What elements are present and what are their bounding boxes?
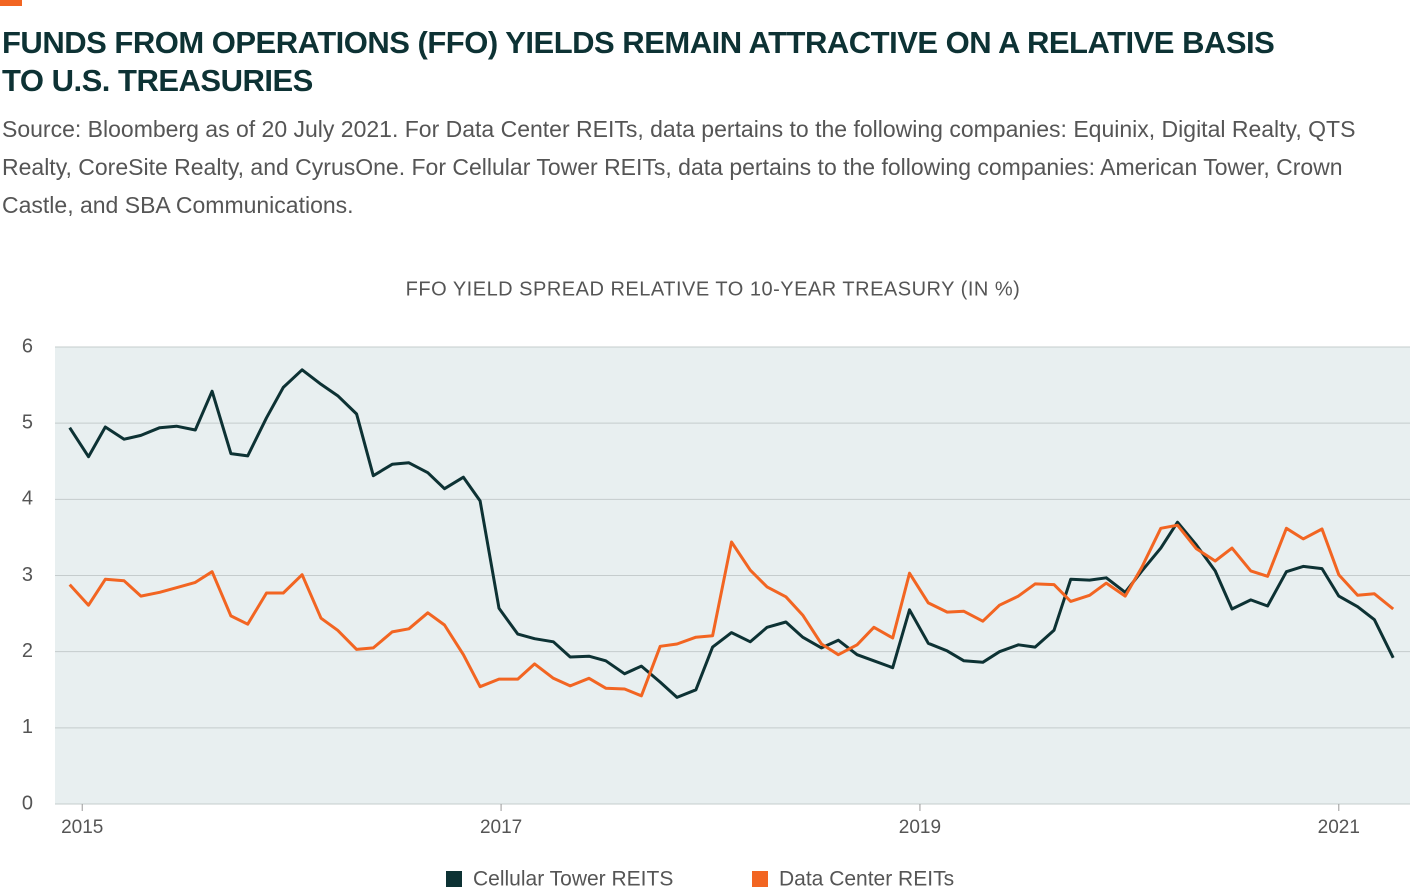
- y-tick-label: 1: [22, 716, 33, 738]
- accent-bar: [0, 0, 22, 6]
- x-tick-label: 2021: [1318, 817, 1360, 838]
- y-tick-label: 4: [22, 488, 33, 510]
- y-tick-label: 3: [22, 564, 33, 586]
- legend-label: Data Center REITs: [779, 868, 954, 891]
- title: FUNDS FROM OPERATIONS (FFO) YIELDS REMAI…: [2, 25, 1275, 98]
- y-tick-label: 0: [22, 792, 33, 814]
- x-tick-label: 2017: [480, 817, 522, 838]
- y-tick-label: 5: [22, 411, 33, 433]
- subtitle: Source: Bloomberg as of 20 July 2021. Fo…: [2, 116, 1356, 218]
- legend-label: Cellular Tower REITS: [473, 868, 673, 891]
- legend-swatch: [446, 871, 462, 887]
- y-tick-label: 2: [22, 640, 33, 662]
- legend-swatch: [752, 871, 768, 887]
- y-tick-label: 6: [22, 335, 33, 357]
- x-tick-label: 2019: [899, 817, 941, 838]
- series-line: [68, 523, 1395, 698]
- x-tick-label: 2015: [61, 817, 103, 838]
- series-line: [68, 368, 1395, 699]
- chart-title: FFO YIELD SPREAD RELATIVE TO 10-YEAR TRE…: [406, 278, 1021, 300]
